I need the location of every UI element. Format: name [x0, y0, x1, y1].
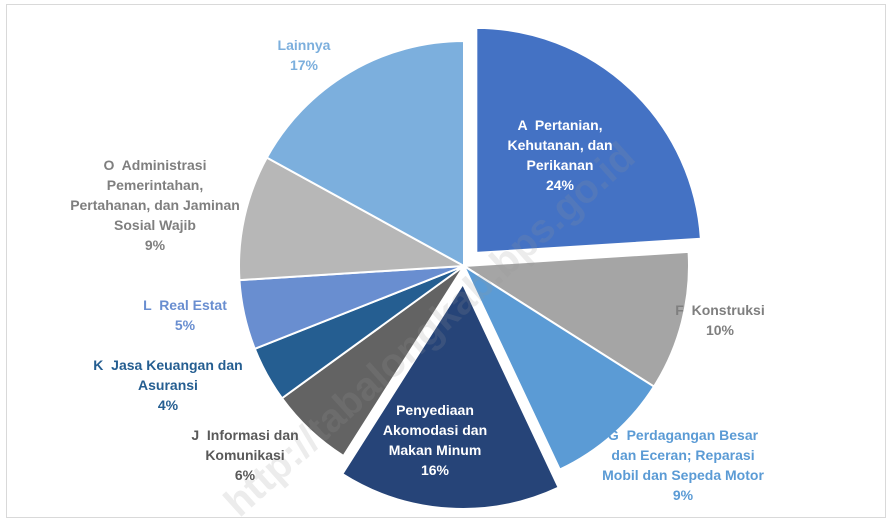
- data-label: Lainnya 17%: [244, 35, 364, 75]
- category-label: K Jasa Keuangan dan Asuransi: [93, 357, 247, 393]
- value-label: 10%: [705, 322, 735, 338]
- value-label: 4%: [157, 397, 179, 413]
- pie-slice: [340, 281, 561, 510]
- data-label: J Informasi dan Komunikasi 6%: [165, 425, 325, 485]
- data-label: A Pertanian, Kehutanan, dan Perikanan 24%: [490, 115, 630, 195]
- pie-slice: [238, 156, 468, 282]
- value-label: 5%: [174, 317, 196, 333]
- category-label: Lainnya: [277, 37, 331, 53]
- pie-slice: [460, 250, 690, 388]
- data-label: F Konstruksi 10%: [660, 300, 780, 340]
- pie-slice: [475, 26, 702, 254]
- pie-slice: [265, 39, 465, 268]
- data-label: K Jasa Keuangan dan Asuransi 4%: [78, 355, 258, 415]
- data-label: L Real Estat 5%: [125, 295, 245, 335]
- value-label: 6%: [234, 467, 256, 483]
- value-label: 17%: [289, 57, 319, 73]
- category-label: A Pertanian, Kehutanan, dan Perikanan: [507, 117, 617, 173]
- data-label: G Perdagangan Besar dan Eceran; Reparasi…: [598, 425, 768, 505]
- category-label: J Informasi dan Komunikasi: [191, 427, 303, 463]
- data-label: Penyediaan Akomodasi dan Makan Minum 16%: [373, 400, 498, 480]
- category-label: O Administrasi Pemerintahan, Pertahanan,…: [70, 157, 244, 233]
- value-label: 9%: [144, 237, 166, 253]
- value-label: 9%: [672, 487, 694, 503]
- value-label: 16%: [420, 462, 450, 478]
- value-label: 24%: [545, 177, 575, 193]
- category-label: L Real Estat: [143, 297, 227, 313]
- category-label: G Perdagangan Besar dan Eceran; Reparasi…: [602, 427, 764, 483]
- chart-frame: [6, 4, 886, 518]
- data-label: O Administrasi Pemerintahan, Pertahanan,…: [65, 155, 245, 255]
- category-label: Penyediaan Akomodasi dan Makan Minum: [382, 402, 492, 458]
- category-label: F Konstruksi: [675, 302, 765, 318]
- pie-slice: [461, 263, 656, 471]
